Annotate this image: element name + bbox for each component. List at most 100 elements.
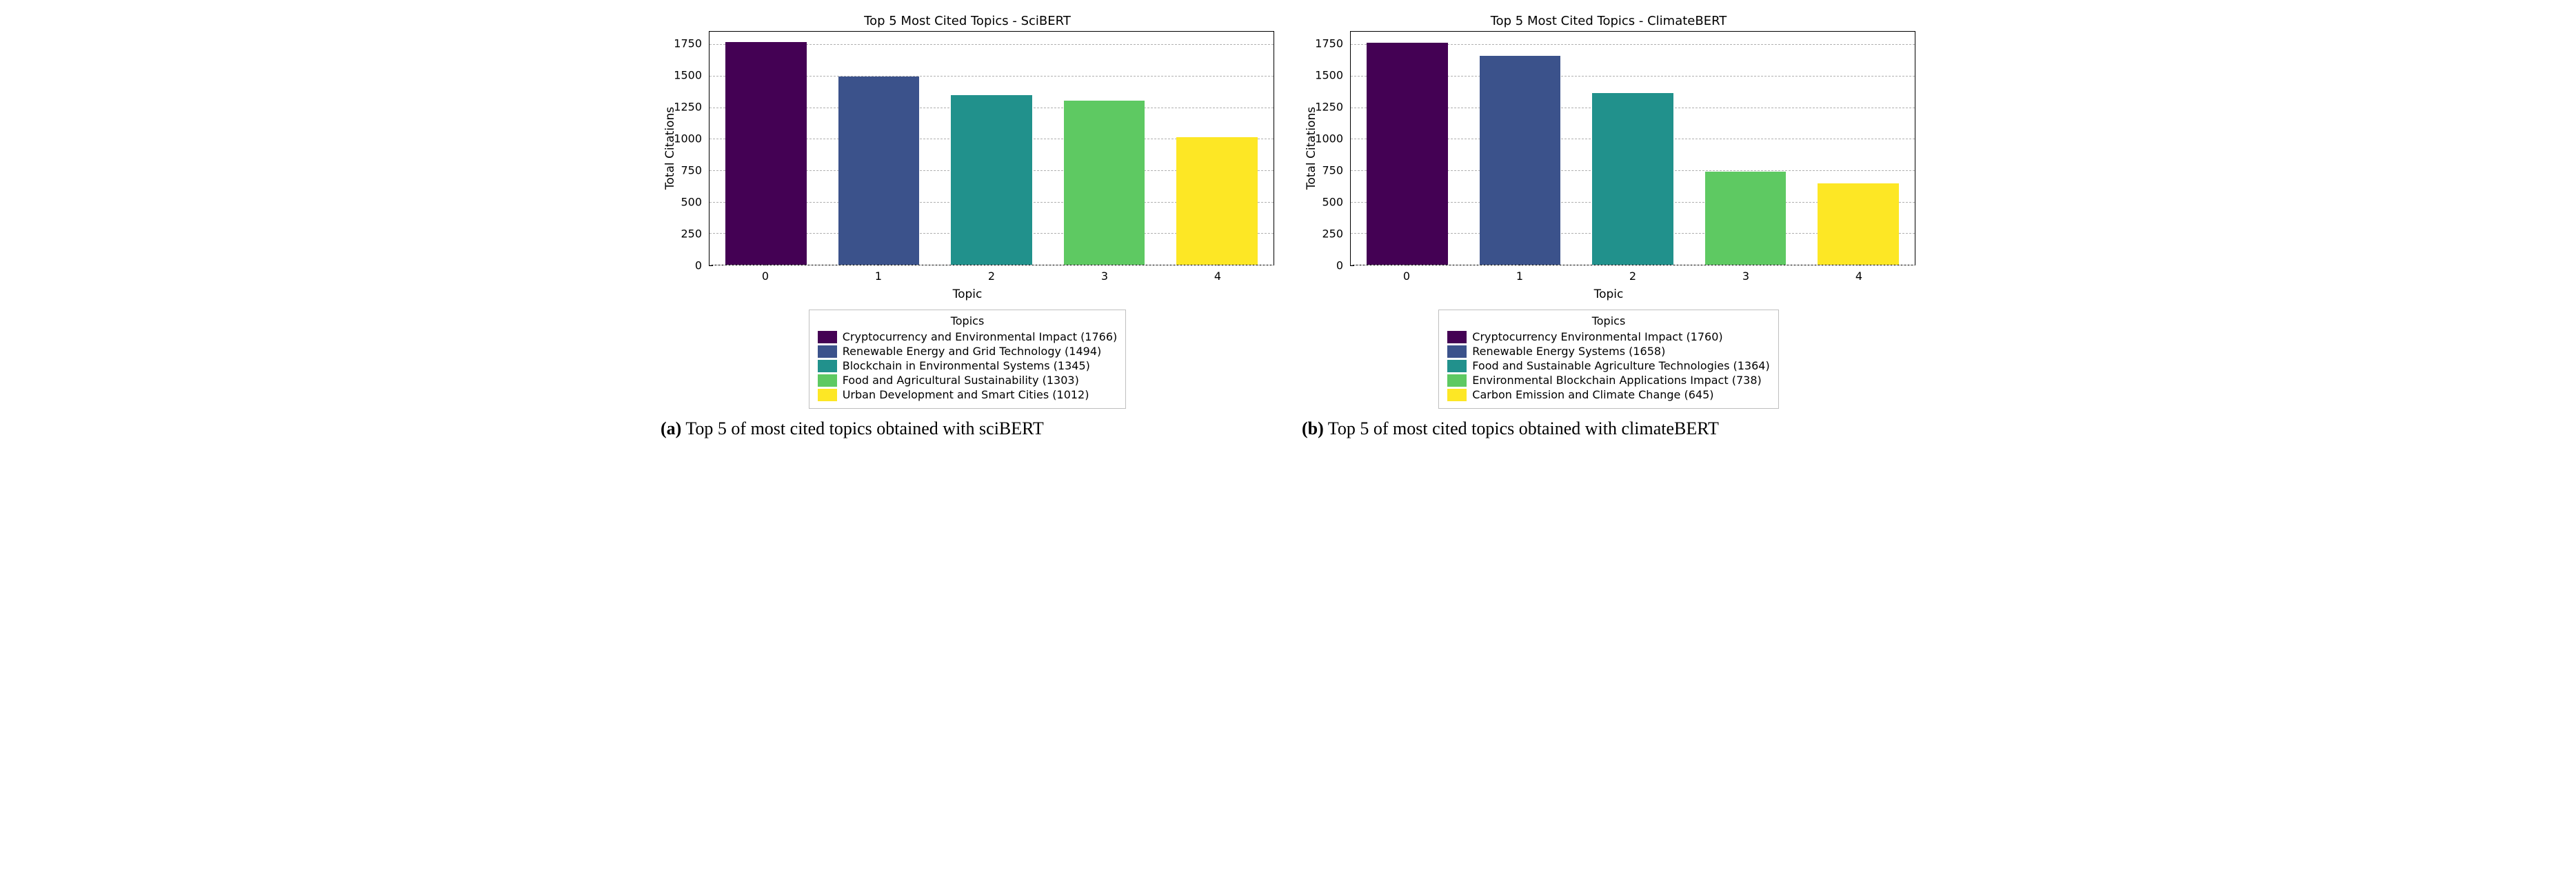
- x-tick-label: 3: [1101, 270, 1108, 283]
- legend-swatch: [1447, 360, 1467, 372]
- x-axis: 0 1 2 3 4: [1350, 265, 1915, 285]
- caption: (a) Top 5 of most cited topics obtained …: [661, 418, 1274, 439]
- plot-wrapper: 0 250 500 750 1000 1250 1500 1750 0 1 2 3 4 Total Cit…: [661, 31, 1274, 285]
- legend-label: Carbon Emission and Climate Change (645): [1472, 388, 1713, 401]
- bar-slot: [1160, 32, 1274, 265]
- y-tick-label: 1500: [674, 69, 702, 82]
- bar: [838, 77, 920, 265]
- legend-label: Cryptocurrency and Environmental Impact …: [843, 330, 1118, 343]
- legend-item: Cryptocurrency Environmental Impact (176…: [1447, 330, 1769, 343]
- plot-wrapper: 0250500750100012501500175001234Total Cit…: [1302, 31, 1915, 285]
- y-tick-label: 1250: [1315, 101, 1343, 114]
- x-tick-label: 0: [762, 270, 769, 283]
- x-tick-label: 1: [875, 270, 882, 283]
- legend-item: Blockchain in Environmental Systems (134…: [818, 359, 1118, 372]
- y-tick-label: 500: [1322, 196, 1343, 209]
- bar-slot: [935, 32, 1048, 265]
- legend-item: Renewable Energy Systems (1658): [1447, 345, 1769, 358]
- legend-swatch: [818, 360, 837, 372]
- x-tick-label: 4: [1214, 270, 1221, 283]
- caption-label: (b): [1302, 418, 1324, 438]
- legend-item: Cryptocurrency and Environmental Impact …: [818, 330, 1118, 343]
- bar-slot: [1048, 32, 1161, 265]
- x-tick-label: 2: [988, 270, 995, 283]
- legend-title: Topics: [818, 314, 1118, 327]
- legend-swatch: [818, 331, 837, 343]
- chart-title: Top 5 Most Cited Topics - SciBERT: [864, 14, 1071, 28]
- y-tick-label: 750: [681, 164, 702, 177]
- bar: [1367, 43, 1448, 265]
- bar: [1176, 137, 1258, 265]
- bar-slot: [1802, 32, 1915, 265]
- y-tick-label: 1750: [1315, 37, 1343, 50]
- y-tick-label: 250: [681, 227, 702, 241]
- legend-swatch: [1447, 374, 1467, 387]
- bar-slot: [710, 32, 823, 265]
- legend-title: Topics: [1447, 314, 1769, 327]
- bar-slot: [1576, 32, 1689, 265]
- figure-row: Top 5 Most Cited Topics - SciBERT 0 250 500…: [14, 14, 2562, 439]
- legend-item: Urban Development and Smart Cities (1012…: [818, 388, 1118, 401]
- y-tick-label: 0: [695, 259, 702, 272]
- legend-swatch: [1447, 389, 1467, 401]
- y-tick-label: 1250: [674, 101, 702, 114]
- bar: [1480, 56, 1561, 265]
- x-tick-label: 3: [1742, 270, 1749, 283]
- legend-swatch: [818, 345, 837, 358]
- y-axis-label: Total Citations: [1305, 107, 1318, 190]
- legend-swatch: [1447, 345, 1467, 358]
- bar: [1592, 93, 1673, 265]
- chart-title: Top 5 Most Cited Topics - ClimateBERT: [1491, 14, 1727, 28]
- bar: [1064, 101, 1145, 265]
- bar-slot: [1464, 32, 1577, 265]
- y-tick-label: 250: [1322, 227, 1343, 241]
- chart-scibert: Top 5 Most Cited Topics - SciBERT 0 250 500…: [661, 14, 1274, 439]
- bar: [1818, 183, 1899, 265]
- legend-item: Environmental Blockchain Applications Im…: [1447, 374, 1769, 387]
- caption-text: Top 5 of most cited topics obtained with…: [681, 418, 1043, 438]
- y-tick-label: 1000: [674, 132, 702, 145]
- y-tick-label: 500: [681, 196, 702, 209]
- plot-area: [709, 31, 1274, 265]
- legend-item: Food and Agricultural Sustainability (13…: [818, 374, 1118, 387]
- caption: (b) Top 5 of most cited topics obtained …: [1302, 418, 1915, 439]
- x-axis-label: Topic: [1594, 287, 1624, 301]
- legend-label: Renewable Energy Systems (1658): [1472, 345, 1665, 358]
- y-tick-label: 750: [1322, 164, 1343, 177]
- legend-item: Carbon Emission and Climate Change (645): [1447, 388, 1769, 401]
- legend-item: Renewable Energy and Grid Technology (14…: [818, 345, 1118, 358]
- x-axis-label: Topic: [953, 287, 983, 301]
- legend-swatch: [818, 389, 837, 401]
- legend-label: Cryptocurrency Environmental Impact (176…: [1472, 330, 1722, 343]
- x-axis: 0 1 2 3 4: [709, 265, 1274, 285]
- legend-swatch: [1447, 331, 1467, 343]
- legend-label: Blockchain in Environmental Systems (134…: [843, 359, 1090, 372]
- bars-container: [1351, 32, 1915, 265]
- y-tick-label: 1750: [674, 37, 702, 50]
- legend-label: Urban Development and Smart Cities (1012…: [843, 388, 1089, 401]
- legend-swatch: [818, 374, 837, 387]
- legend: Topics Cryptocurrency and Environmental I…: [809, 310, 1127, 409]
- x-tick-label: 4: [1855, 270, 1862, 283]
- plot-area: [1350, 31, 1915, 265]
- x-tick-label: 2: [1629, 270, 1636, 283]
- y-axis-label: Total Citations: [663, 107, 677, 190]
- y-tick-label: 1000: [1315, 132, 1343, 145]
- chart-climatebert: Top 5 Most Cited Topics - ClimateBERT025…: [1302, 14, 1915, 439]
- legend-label: Food and Sustainable Agriculture Technol…: [1472, 359, 1769, 372]
- x-tick-label: 1: [1516, 270, 1523, 283]
- legend-label: Environmental Blockchain Applications Im…: [1472, 374, 1761, 387]
- legend-item: Food and Sustainable Agriculture Technol…: [1447, 359, 1769, 372]
- bar: [951, 95, 1032, 265]
- bars-container: [710, 32, 1274, 265]
- x-tick-label: 0: [1403, 270, 1410, 283]
- caption-text: Top 5 of most cited topics obtained with…: [1324, 418, 1719, 438]
- legend-label: Food and Agricultural Sustainability (13…: [843, 374, 1079, 387]
- bar-slot: [1351, 32, 1464, 265]
- legend-label: Renewable Energy and Grid Technology (14…: [843, 345, 1102, 358]
- bar: [1705, 172, 1787, 265]
- bar: [725, 42, 807, 265]
- y-tick-label: 0: [1336, 259, 1343, 272]
- bar-slot: [823, 32, 936, 265]
- legend: Topics Cryptocurrency Environmental Impac…: [1438, 310, 1778, 409]
